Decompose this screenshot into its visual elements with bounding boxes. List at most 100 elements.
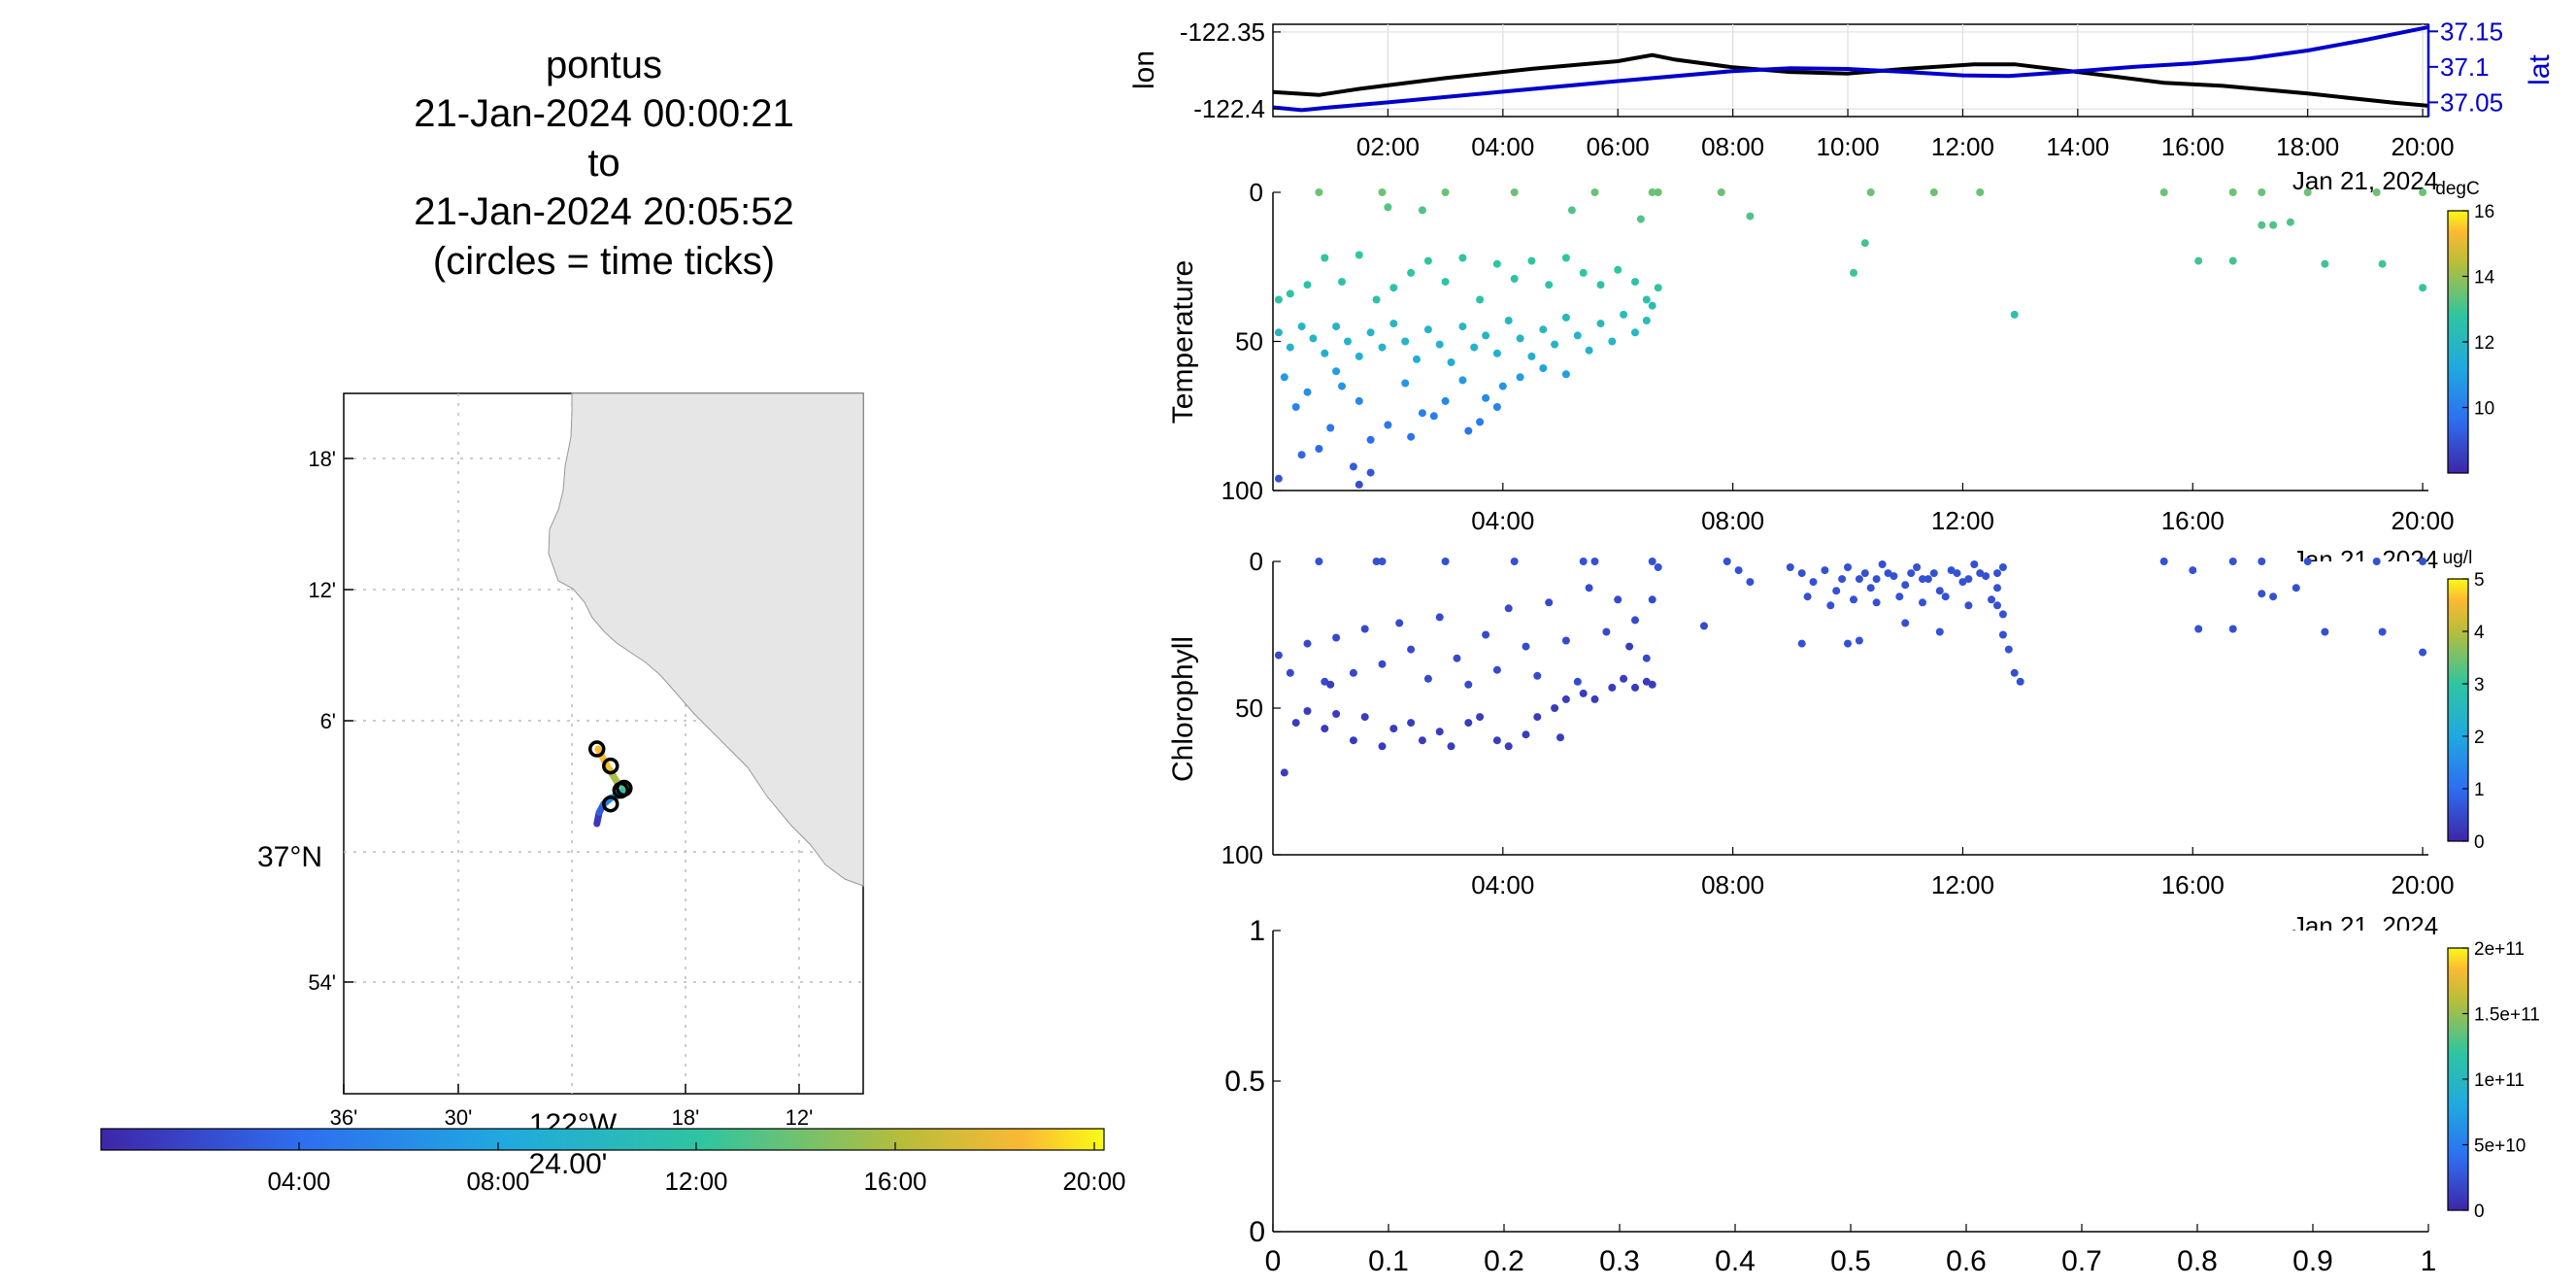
temperature-point	[2228, 256, 2237, 265]
temperature-point	[1498, 382, 1507, 390]
chlorophyll-point	[1970, 560, 1979, 568]
map-colorbar-tick-label: 12:00	[664, 1167, 727, 1196]
chlorophyll-point	[2228, 558, 2237, 565]
temperature-point	[1573, 331, 1582, 340]
temperature-point	[1596, 320, 1605, 328]
chlorophyll-point	[1998, 610, 2007, 619]
chlorophyll-point	[1821, 566, 1829, 575]
chlorophyll-point	[2228, 625, 2237, 633]
empty-panel-ytick-label: 0.5	[1224, 1066, 1265, 1098]
lonlat-xtick-label: 20:00	[2392, 132, 2455, 161]
temperature-point	[1303, 281, 1312, 289]
empty-panel-colorbar-ticks: 2e+11 1.5e+11 1e+11 5e+10 0	[2462, 939, 2540, 1222]
temperature-point	[1407, 432, 1416, 441]
temperature-point	[1349, 462, 1357, 471]
map-ytick-label: 12'	[308, 578, 336, 602]
lonlat-date-label: Jan 21, 2024	[2292, 166, 2438, 195]
chlorophyll-point	[1958, 578, 1967, 587]
temperature-point	[1389, 284, 1398, 292]
temperature-point	[1636, 215, 1645, 223]
chlorophyll-point	[2292, 584, 2300, 593]
chlorophyll-point	[1389, 725, 1398, 733]
lonlat-xtick-label: 10:00	[1817, 132, 1880, 161]
empty-panel-ytick-label: 0	[1249, 1216, 1265, 1248]
temperature-point	[1510, 188, 1519, 196]
temperature-point	[1527, 256, 1536, 265]
chlorophyll-point	[1423, 674, 1432, 683]
empty-panel-xtick-label: 0.4	[1715, 1245, 1756, 1277]
temperature-point	[1458, 376, 1467, 385]
chlorophyll-point	[1332, 633, 1341, 642]
temperature-point	[1561, 370, 1570, 379]
chlorophyll-point	[1855, 636, 1863, 645]
empty-panel-xtick-label: 0.7	[2061, 1245, 2102, 1277]
chlorophyll-point	[1907, 569, 1916, 578]
temperature-point	[1309, 334, 1318, 343]
chlorophyll-colorbar-ticks: 5 4 3 2 1 0	[2462, 570, 2485, 853]
chlorophyll-point	[1648, 558, 1656, 565]
chlorophyll-point	[1286, 668, 1294, 677]
chlorophyll-point	[1303, 707, 1312, 715]
temperature-ticks: 04:00 08:00 12:00 16:00 20:00 0 50 100	[1221, 178, 2455, 535]
temperature-point	[1539, 325, 1548, 334]
map-ytick-label: 6'	[320, 709, 336, 733]
temperature-frame	[1273, 192, 2428, 491]
chlorophyll-point	[1590, 558, 1599, 565]
temperature-point	[1429, 412, 1438, 421]
chlorophyll-point	[2321, 627, 2329, 636]
chlorophyll-point	[1832, 587, 1841, 595]
temperature-point	[1274, 328, 1283, 337]
chlorophyll-point	[1274, 651, 1283, 660]
temperature-point	[1366, 435, 1375, 444]
chlorophyll-point	[1533, 713, 1542, 722]
chlorophyll-xtick-label: 08:00	[1701, 870, 1764, 899]
map-panel: 36' 30' 18' 12'18'12'6'54' 122°W 24.00' 37°…	[100, 392, 1126, 1196]
temperature-point	[2321, 259, 2329, 268]
temperature-point	[2194, 256, 2203, 265]
temperature-point	[1631, 278, 1639, 287]
lonlat-xtick-label: 02:00	[1356, 132, 1420, 161]
empty-panel-xtick-label: 0.5	[1830, 1245, 1871, 1277]
chlorophyll-point	[1407, 719, 1416, 728]
chlorophyll-point	[1654, 563, 1662, 571]
temperature-ytick-label: 0	[1250, 178, 1263, 207]
map-time-circle	[602, 795, 619, 813]
chlorophyll-point	[1700, 622, 1708, 630]
chlorophyll-point	[1993, 584, 2001, 593]
temperature-point	[1470, 343, 1479, 352]
chlorophyll-point	[1464, 680, 1473, 689]
chlorophyll-point	[1561, 636, 1570, 645]
chlorophyll-point	[1602, 627, 1611, 636]
temperature-point	[1561, 254, 1570, 262]
temperature-point	[1545, 281, 1554, 289]
chlorophyll-point	[1809, 578, 1818, 587]
temperature-point	[1476, 418, 1485, 426]
temperature-ytick-label: 50	[1235, 327, 1263, 356]
chlorophyll-point	[1579, 558, 1588, 565]
map-colorbar-tick-label: 20:00	[1062, 1167, 1125, 1196]
chlorophyll-point	[1291, 719, 1300, 728]
title-line-3: 21-Jan-2024 20:05:52	[414, 190, 793, 233]
chlorophyll-point	[1556, 733, 1564, 742]
chlorophyll-point	[1642, 677, 1651, 686]
chlorophyll-point	[1860, 569, 1869, 578]
temperature-point	[1441, 188, 1450, 196]
chlorophyll-point	[2419, 648, 2427, 657]
chlorophyll-point	[1826, 601, 1835, 610]
chlorophyll-point	[1590, 695, 1599, 703]
chlorophyll-point	[1976, 569, 1985, 578]
chlorophyll-point	[1913, 563, 1922, 571]
temperature-point	[1413, 355, 1421, 363]
lon-series-line	[1272, 52, 2429, 108]
temperature-point	[1510, 275, 1519, 283]
lonlat-xtick-label: 06:00	[1587, 132, 1650, 161]
chlorophyll-ticks: 04:00 08:00 12:00 16:00 20:00 0 50 100	[1221, 547, 2455, 899]
title-line-1: 21-Jan-2024 00:00:21	[414, 92, 793, 135]
map-track-segment	[594, 745, 612, 772]
empty-panel-xtick-label: 0.9	[2292, 1245, 2333, 1277]
empty-panel-colorbar-tick-label: 5e+10	[2474, 1136, 2526, 1157]
temperature-point	[1384, 203, 1392, 212]
chlorophyll-point	[1360, 713, 1369, 722]
temperature-point	[1401, 337, 1410, 346]
chlorophyll-colorbar-label: ug/l	[2443, 548, 2473, 568]
